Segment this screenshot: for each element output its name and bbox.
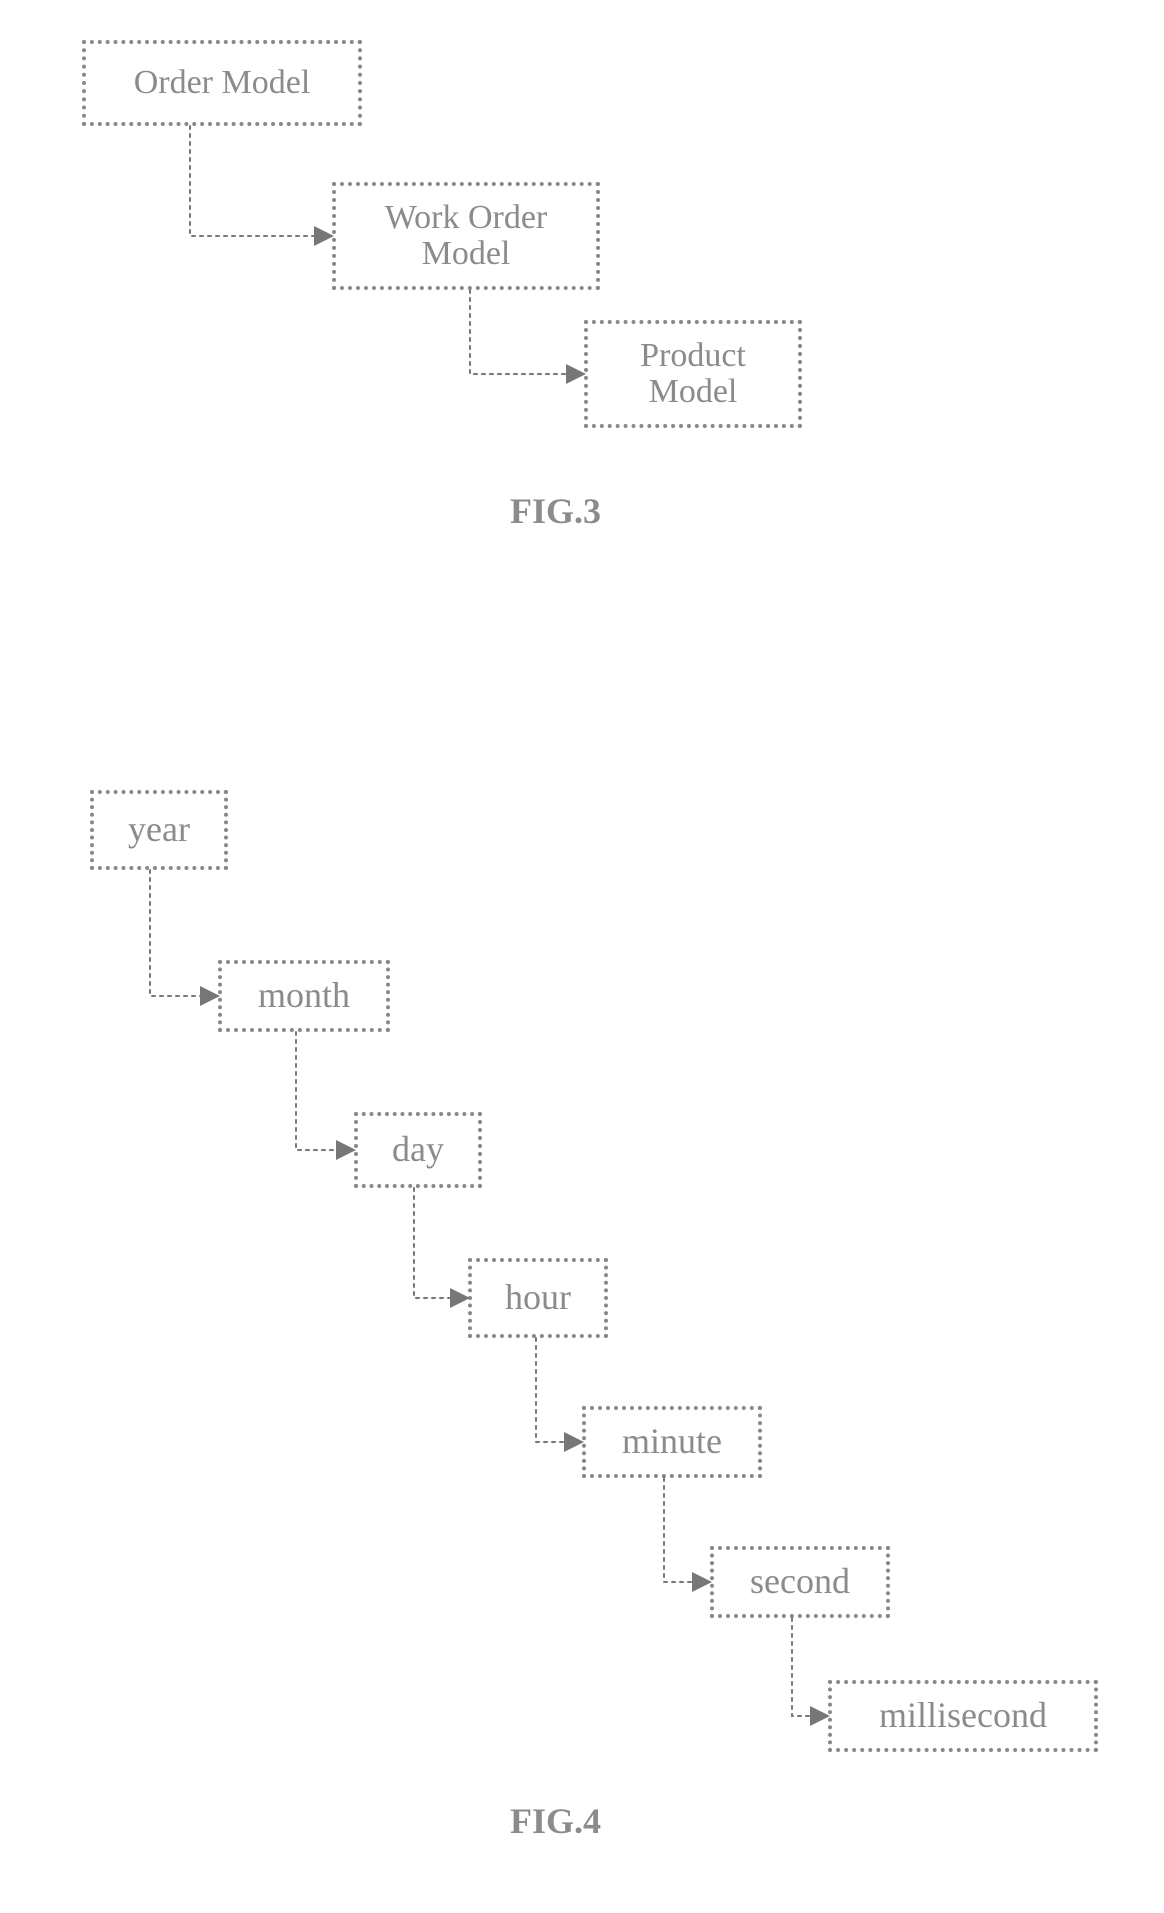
- node-label: month: [258, 977, 350, 1015]
- node-label: day: [392, 1131, 444, 1169]
- node-minute: minute: [582, 1406, 762, 1478]
- node-label: Work OrderModel: [385, 200, 547, 271]
- node-label: hour: [505, 1279, 571, 1317]
- node-label: second: [750, 1563, 850, 1601]
- node-millisecond: millisecond: [828, 1680, 1098, 1752]
- node-second: second: [710, 1546, 890, 1618]
- fig3-caption: FIG.3: [510, 490, 601, 532]
- node-label: millisecond: [879, 1697, 1047, 1735]
- node-label: minute: [622, 1423, 722, 1461]
- node-year: year: [90, 790, 228, 870]
- node-label: Order Model: [134, 65, 311, 101]
- node-label: ProductModel: [640, 338, 746, 409]
- node-work-order-model: Work OrderModel: [332, 182, 600, 290]
- fig4-caption: FIG.4: [510, 1800, 601, 1842]
- node-hour: hour: [468, 1258, 608, 1338]
- node-order-model: Order Model: [82, 40, 362, 126]
- node-product-model: ProductModel: [584, 320, 802, 428]
- diagram-canvas: Order Model Work OrderModel ProductModel…: [0, 0, 1164, 1913]
- node-month: month: [218, 960, 390, 1032]
- node-label: year: [128, 811, 190, 849]
- node-day: day: [354, 1112, 482, 1188]
